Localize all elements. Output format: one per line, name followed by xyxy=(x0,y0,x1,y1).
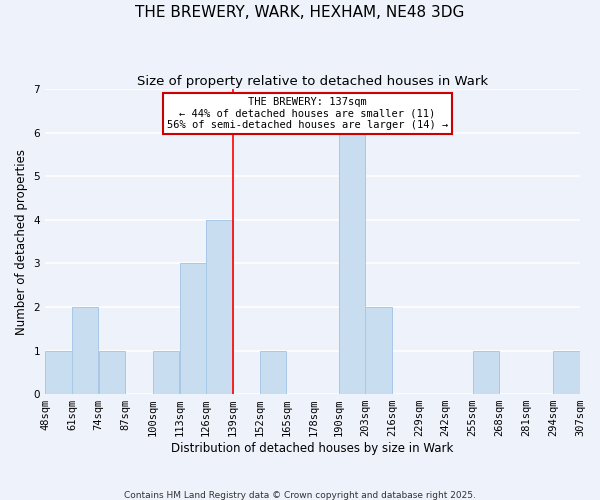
Bar xyxy=(473,350,499,394)
Title: Size of property relative to detached houses in Wark: Size of property relative to detached ho… xyxy=(137,75,488,88)
Bar xyxy=(72,307,98,394)
Bar xyxy=(553,350,580,394)
Bar xyxy=(206,220,233,394)
Y-axis label: Number of detached properties: Number of detached properties xyxy=(15,148,28,334)
Bar xyxy=(260,350,286,394)
Bar xyxy=(179,264,206,394)
Bar xyxy=(338,132,365,394)
Bar xyxy=(153,350,179,394)
Bar xyxy=(46,350,71,394)
X-axis label: Distribution of detached houses by size in Wark: Distribution of detached houses by size … xyxy=(172,442,454,455)
Bar xyxy=(99,350,125,394)
Bar xyxy=(365,307,392,394)
Text: THE BREWERY, WARK, HEXHAM, NE48 3DG: THE BREWERY, WARK, HEXHAM, NE48 3DG xyxy=(136,5,464,20)
Text: THE BREWERY: 137sqm
← 44% of detached houses are smaller (11)
56% of semi-detach: THE BREWERY: 137sqm ← 44% of detached ho… xyxy=(167,97,448,130)
Text: Contains HM Land Registry data © Crown copyright and database right 2025.: Contains HM Land Registry data © Crown c… xyxy=(124,490,476,500)
